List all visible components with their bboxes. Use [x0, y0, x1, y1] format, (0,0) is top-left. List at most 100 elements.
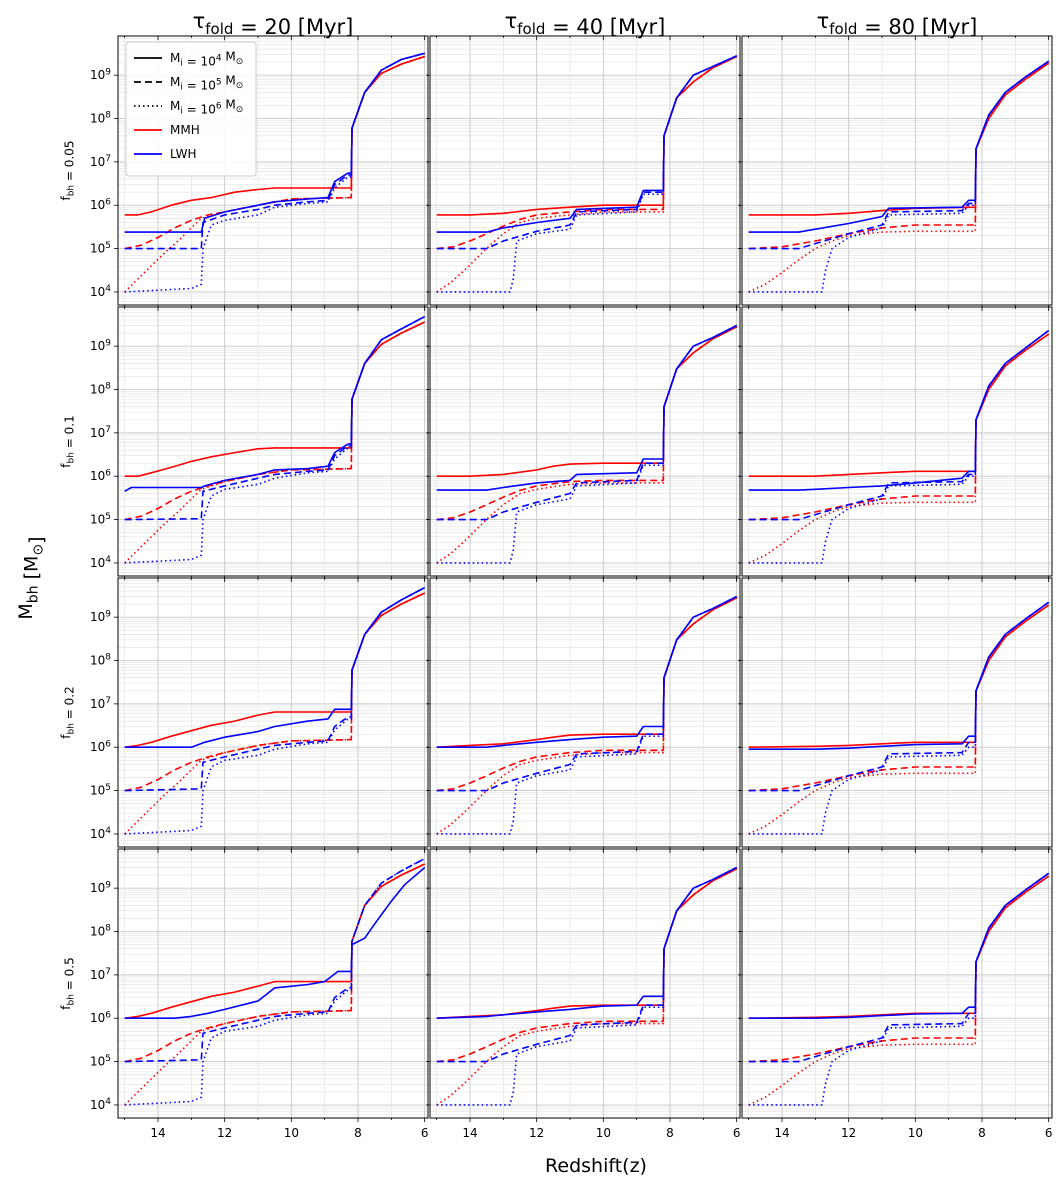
- text-span: = 0.05: [62, 140, 76, 184]
- series-line-lwh-dashed: [748, 60, 1050, 250]
- text-span: 10: [90, 513, 105, 527]
- axes-frame: [429, 848, 741, 1119]
- y-tick-label: 109: [90, 338, 111, 353]
- series-group: [748, 329, 1050, 564]
- subscript: bh: [66, 185, 76, 196]
- y-tick-label: 104: [90, 555, 111, 570]
- text-span: 10: [90, 1098, 105, 1112]
- superscript: 5: [105, 512, 111, 522]
- axes-frame: [117, 577, 429, 848]
- row-label: fbh = 0.1: [59, 415, 76, 467]
- series-line-lwh-dashed: [748, 329, 1050, 521]
- axes-frame: [429, 577, 741, 848]
- text-span: 10: [90, 198, 105, 212]
- x-tick-label: 6: [421, 1126, 429, 1140]
- subplot: 14 12 10 8 6: [738, 848, 1053, 1140]
- axes-frame: [117, 35, 429, 306]
- series-line-lwh-solid: [748, 601, 1050, 751]
- series-line-mmh-dotted: [436, 868, 738, 1106]
- text-span: 10: [90, 1055, 105, 1069]
- axes-frame: [741, 306, 1053, 577]
- y-tick-label: 108: [90, 382, 111, 397]
- series-line-lwh-dotted: [124, 315, 426, 564]
- series-line-lwh-dashed: [124, 315, 426, 521]
- text-span: 10: [90, 426, 105, 440]
- superscript: 9: [105, 67, 111, 77]
- y-tick-label: 106: [90, 197, 111, 212]
- row-label: fbh = 0.05: [59, 140, 76, 200]
- superscript: 4: [216, 54, 222, 64]
- subplot: [738, 306, 1053, 580]
- text-span: M: [170, 75, 180, 89]
- subscript: bh: [66, 452, 76, 463]
- superscript: 6: [105, 468, 111, 478]
- y-tick-label: 104: [90, 826, 111, 841]
- x-tick-label: 14: [774, 1126, 789, 1140]
- subplot: [426, 577, 741, 851]
- series-line-mmh-dotted: [748, 875, 1050, 1106]
- subscript: fold: [517, 20, 545, 38]
- series-line-lwh-dotted: [436, 595, 738, 835]
- superscript: 6: [216, 102, 222, 112]
- text-span: M: [15, 603, 37, 619]
- series-group: [436, 595, 738, 835]
- x-tick-label: 12: [841, 1126, 856, 1140]
- text-span: 10: [90, 925, 105, 939]
- legend-box: [125, 41, 257, 177]
- legend-label: Mi = 104 M⊙: [170, 50, 243, 69]
- y-tick-label: 109: [90, 609, 111, 624]
- superscript: 8: [105, 924, 111, 934]
- superscript: 4: [105, 555, 111, 565]
- y-tick-label: 107: [90, 425, 111, 440]
- legend-label: LWH: [170, 147, 196, 161]
- superscript: 8: [105, 382, 111, 392]
- series-line-lwh-dashed: [748, 601, 1050, 792]
- y-tick-label: 107: [90, 154, 111, 169]
- superscript: 4: [105, 826, 111, 836]
- text-span: 10: [90, 610, 105, 624]
- column-title: τfold = 80 [Myr]: [817, 9, 978, 39]
- grid: [742, 307, 1052, 576]
- text-span: 10: [90, 654, 105, 668]
- series-line-mmh-dotted: [124, 863, 426, 1106]
- text-span: 10: [90, 155, 105, 169]
- y-tick-label: 108: [90, 111, 111, 126]
- column-title: τfold = 40 [Myr]: [505, 9, 666, 39]
- text-span: f: [59, 196, 73, 201]
- series-line-lwh-solid: [124, 866, 426, 1020]
- text-span: 10: [90, 697, 105, 711]
- row-label: fbh = 0.5: [59, 957, 76, 1009]
- series-line-mmh-dotted: [124, 321, 426, 564]
- series-line-lwh-dashed: [124, 52, 425, 250]
- axes-frame: [429, 306, 741, 577]
- grid: [430, 36, 740, 305]
- grid: [742, 578, 1052, 847]
- text-span: M: [222, 50, 236, 64]
- superscript: 7: [105, 967, 111, 977]
- subplot: 14 12 10 8 6: [426, 848, 741, 1140]
- subplot: [426, 35, 741, 309]
- y-tick-label: 107: [90, 696, 111, 711]
- subscript: bh: [66, 994, 76, 1005]
- axes-frame: [117, 306, 429, 577]
- x-tick-label: 14: [150, 1126, 165, 1140]
- text-span: f: [59, 1005, 73, 1010]
- superscript: 6: [105, 197, 111, 207]
- x-tick-label: 8: [666, 1126, 674, 1140]
- x-tick-label: 12: [217, 1126, 232, 1140]
- text-span: 10: [90, 968, 105, 982]
- subscript: fold: [205, 20, 233, 38]
- subscript: fold: [829, 20, 857, 38]
- series-group: [436, 324, 738, 564]
- superscript: 6: [105, 1010, 111, 1020]
- legend-label: Mi = 106 M⊙: [170, 98, 243, 117]
- x-tick-label: 10: [596, 1126, 611, 1140]
- column-title: τfold = 20 [Myr]: [193, 9, 354, 39]
- series-line-mmh-dashed: [748, 875, 1050, 1063]
- x-tick-label: 14: [462, 1126, 477, 1140]
